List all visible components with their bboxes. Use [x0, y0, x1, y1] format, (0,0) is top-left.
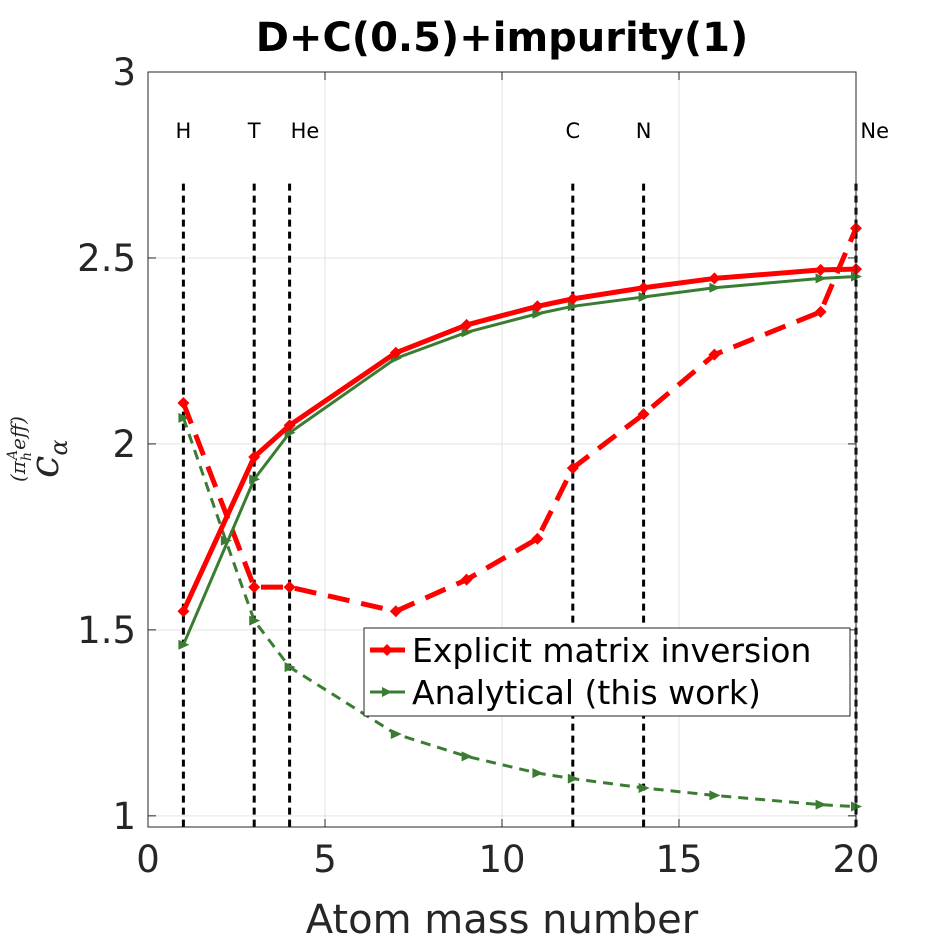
series-2-point-9 [815, 273, 827, 284]
series-1-point-6 [566, 462, 579, 475]
element-label-N: N [636, 119, 652, 143]
series-1-point-0 [177, 397, 190, 410]
legend-label-analytical: Analytical (this work) [412, 673, 761, 712]
element-label-He: He [291, 119, 320, 143]
x-tick-label-3: 15 [655, 838, 702, 881]
y-label-sup-A: A [5, 450, 21, 462]
series-0-point-6 [566, 292, 579, 305]
series-2-point-8 [709, 282, 721, 293]
series-2-point-0 [178, 639, 190, 650]
series-0-point-8 [708, 272, 721, 285]
x-axis-label: Atom mass number [306, 897, 699, 943]
y-label-sup-eff: eff) [6, 416, 30, 450]
series-3-point-5 [461, 751, 473, 762]
element-label-T: T [247, 119, 261, 143]
element-label-H: H [176, 119, 192, 143]
series-0-point-1 [248, 450, 261, 463]
grid [148, 72, 856, 827]
series-1-point-5 [531, 532, 544, 545]
x-tick-label-4: 20 [832, 838, 879, 881]
y-tick-label-0: 1 [112, 795, 136, 838]
legend-box [363, 627, 851, 717]
element-label-Ne: Ne [860, 119, 889, 143]
y-axis-label: cα (πhAeff) [5, 416, 73, 482]
x-tick-label-2: 10 [478, 838, 525, 881]
y-label-sub: α [45, 439, 73, 455]
y-label-sup-h: h [19, 452, 35, 461]
series-0-point-9 [814, 263, 827, 276]
series-2-point-4 [461, 327, 473, 338]
series-2-point-5 [532, 308, 544, 319]
series-1-point-2 [283, 581, 296, 594]
ticks: 0 5 10 15 20 1 1.5 2 2.5 3 [77, 51, 879, 881]
series-3-point-0 [178, 412, 190, 423]
series-0-point-2 [283, 419, 296, 432]
y-label-base: c [22, 456, 68, 478]
series-3-point-7 [567, 773, 579, 784]
series-2-point-1 [249, 474, 261, 485]
element-label-C: C [565, 119, 580, 143]
legend-marker-analytical [382, 687, 392, 697]
series-3-point-6 [532, 768, 544, 779]
series-0-point-7 [637, 281, 650, 294]
series-1-point-1 [248, 581, 261, 594]
series-1-point-7 [637, 408, 650, 421]
svg-text:cα: cα [22, 439, 73, 478]
series-2-point-7 [638, 292, 650, 303]
y-tick-label-4: 3 [112, 51, 136, 94]
x-tick-label-1: 5 [313, 838, 337, 881]
legend: Explicit matrix inversion Analytical (th… [363, 627, 851, 717]
legend-label-explicit: Explicit matrix inversion [412, 631, 811, 670]
svg-text:(πhAeff): (πhAeff) [5, 416, 35, 482]
y-tick-label-3: 2.5 [77, 237, 136, 280]
legend-marker-explicit [381, 644, 393, 656]
y-tick-label-2: 2 [112, 423, 136, 466]
series-3-point-4 [390, 729, 402, 740]
y-label-sup-pi: (π [6, 460, 30, 482]
series-3-point-10 [815, 799, 827, 810]
series-3-point-2 [249, 615, 261, 626]
series-1-point-9 [814, 305, 827, 318]
chart-title: D+C(0.5)+impurity(1) [256, 15, 749, 61]
series-0-point-3 [389, 346, 402, 359]
series-0-point-5 [531, 300, 544, 313]
series-1-point-4 [460, 573, 473, 586]
series-3-point-3 [284, 662, 296, 673]
series-3-point-9 [709, 790, 721, 801]
series-1-point-8 [708, 348, 721, 361]
element-labels: H T He C N Ne [176, 119, 889, 143]
y-tick-label-1: 1.5 [77, 609, 136, 652]
series-2-point-6 [567, 301, 579, 312]
series-1-point-3 [389, 605, 402, 618]
series-0-point-0 [177, 605, 190, 618]
series-3-point-8 [638, 782, 650, 793]
series-0-point-4 [460, 318, 473, 331]
series-line-1 [181, 227, 859, 614]
x-tick-label-0: 0 [136, 838, 160, 881]
